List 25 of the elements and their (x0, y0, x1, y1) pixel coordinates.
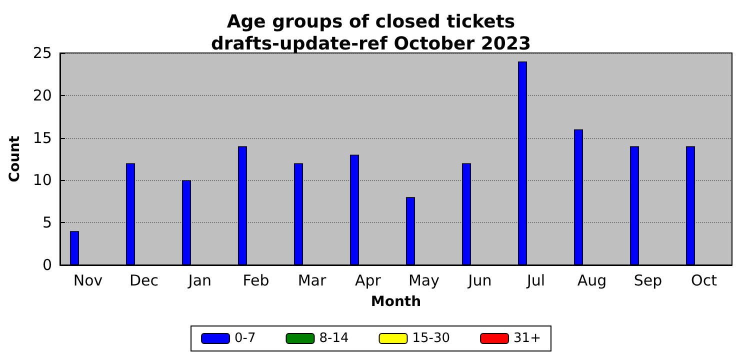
y-tick-label: 20 (32, 86, 52, 104)
x-tick-label: Aug (577, 272, 607, 290)
x-tick-label: Jul (526, 272, 546, 290)
x-tick-label: Mar (298, 272, 327, 290)
y-tick-label: 15 (32, 128, 52, 147)
x-tick-label: Oct (691, 272, 718, 290)
legend-label: 8-14 (319, 331, 349, 346)
x-tick-label: Jun (467, 272, 492, 290)
legend-label: 15-30 (412, 331, 450, 346)
y-tick-label: 5 (42, 214, 52, 232)
x-tick-label: Apr (355, 272, 382, 290)
x-tick-label: Sep (634, 272, 662, 290)
x-tick-label: Jan (187, 272, 212, 290)
x-tick-label: Dec (129, 272, 159, 290)
x-tick-label: May (408, 272, 440, 290)
y-axis-title: Count (7, 135, 23, 182)
y-tick-label: 25 (32, 44, 52, 62)
legend-label: 0-7 (234, 331, 256, 346)
x-tick-label: Feb (242, 272, 270, 290)
legend-label: 31+ (514, 331, 541, 346)
chart-title: Age groups of closed tickets drafts-update-ref October 2023 (210, 12, 532, 54)
y-tick-label: 10 (32, 171, 52, 190)
y-tick-label: 0 (42, 256, 52, 274)
x-axis-title: Month (370, 294, 422, 310)
x-tick-label: Nov (73, 272, 103, 290)
